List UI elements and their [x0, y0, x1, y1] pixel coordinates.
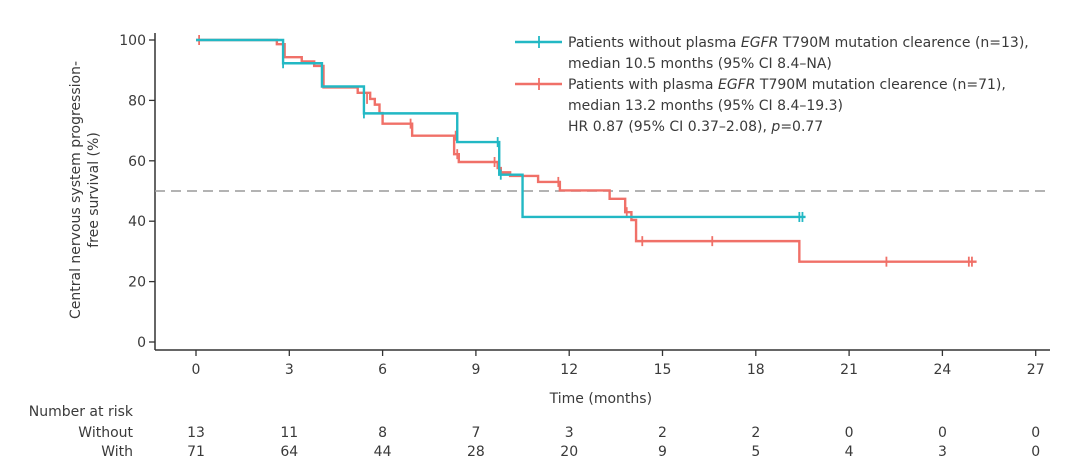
legend-text-with: Patients with plasma EGFR T790M mutation… — [568, 77, 1006, 93]
risk-value: 64 — [280, 444, 298, 460]
y-axis-title: Central nervous system progression-free … — [68, 61, 102, 319]
x-tick-label: 24 — [933, 362, 951, 378]
legend-stats-line-part: HR 0.87 (95% CI 0.37–2.08), — [568, 119, 771, 135]
x-tick-label: 9 — [471, 362, 480, 378]
x-tick-label: 3 — [285, 362, 294, 378]
y-tick-label: 20 — [128, 275, 146, 291]
x-tick-label: 15 — [654, 362, 672, 378]
risk-value: 28 — [467, 444, 485, 460]
y-tick-label: 80 — [128, 93, 146, 109]
legend-text-without-italic-part: EGFR — [741, 35, 778, 51]
legend: Patients without plasma EGFR T790M mutat… — [515, 35, 1029, 135]
legend-text-without-part: T790M mutation clearence (n=13), — [778, 35, 1028, 51]
legend-text-with-italic-part: EGFR — [718, 77, 755, 93]
risk-value: 0 — [1031, 444, 1040, 460]
series-with — [196, 35, 977, 267]
risk-value: 3 — [565, 425, 574, 441]
x-axis-title: Time (months) — [549, 391, 652, 407]
risk-value: 11 — [280, 425, 298, 441]
legend-text-with-part: median 13.2 months (95% CI 8.4–19.3) — [568, 98, 843, 114]
x-tick-label: 27 — [1027, 362, 1045, 378]
x-tick-label: 21 — [840, 362, 858, 378]
legend-text-without-part: Patients without plasma — [568, 35, 741, 51]
survival-curves — [196, 35, 977, 267]
legend-stats-line: HR 0.87 (95% CI 0.37–2.08), p=0.77 — [568, 119, 823, 135]
y-tick-label: 40 — [128, 214, 146, 230]
legend-text-without: median 10.5 months (95% CI 8.4–NA) — [568, 56, 832, 72]
risk-row-label: With — [101, 444, 133, 460]
legend-text-with: median 13.2 months (95% CI 8.4–19.3) — [568, 98, 843, 114]
risk-value: 0 — [938, 425, 947, 441]
x-tick-label: 0 — [192, 362, 201, 378]
risk-value: 3 — [938, 444, 947, 460]
x-tick-label: 18 — [747, 362, 765, 378]
risk-value: 0 — [1031, 425, 1040, 441]
risk-value: 13 — [187, 425, 205, 441]
y-tick-label: 60 — [128, 154, 146, 170]
risk-row-label: Without — [78, 425, 133, 441]
y-axis-title-line: Central nervous system progression- — [68, 61, 84, 319]
risk-value: 2 — [658, 425, 667, 441]
risk-value: 44 — [374, 444, 392, 460]
risk-value: 0 — [845, 425, 854, 441]
series-without — [196, 38, 806, 222]
x-tick-label: 12 — [560, 362, 578, 378]
risk-value: 9 — [658, 444, 667, 460]
survival-line-without — [196, 38, 806, 219]
risk-table-title: Number at risk — [29, 404, 134, 420]
risk-value: 8 — [378, 425, 387, 441]
legend-text-with-part: Patients with plasma — [568, 77, 718, 93]
risk-value: 4 — [845, 444, 854, 460]
legend-text-with-part: T790M mutation clearence (n=71), — [755, 77, 1005, 93]
risk-value: 2 — [751, 425, 760, 441]
legend-text-without: Patients without plasma EGFR T790M mutat… — [568, 35, 1029, 51]
risk-value: 5 — [751, 444, 760, 460]
legend-stats-line-italic-part: p — [770, 119, 780, 135]
y-tick-label: 0 — [137, 335, 146, 351]
legend-stats-line-part: =0.77 — [780, 119, 823, 135]
y-tick-label: 100 — [119, 33, 146, 49]
risk-value: 20 — [560, 444, 578, 460]
risk-value: 7 — [471, 425, 480, 441]
risk-value: 71 — [187, 444, 205, 460]
survival-line-with — [196, 38, 977, 263]
x-tick-label: 6 — [378, 362, 387, 378]
y-axis-title-line: free survival (%) — [86, 132, 102, 248]
legend-text-without-part: median 10.5 months (95% CI 8.4–NA) — [568, 56, 832, 72]
axes: 0 20 40 60 80 100 0 3 6 9 12 15 18 21 24 27 Time (months… — [68, 33, 1050, 407]
